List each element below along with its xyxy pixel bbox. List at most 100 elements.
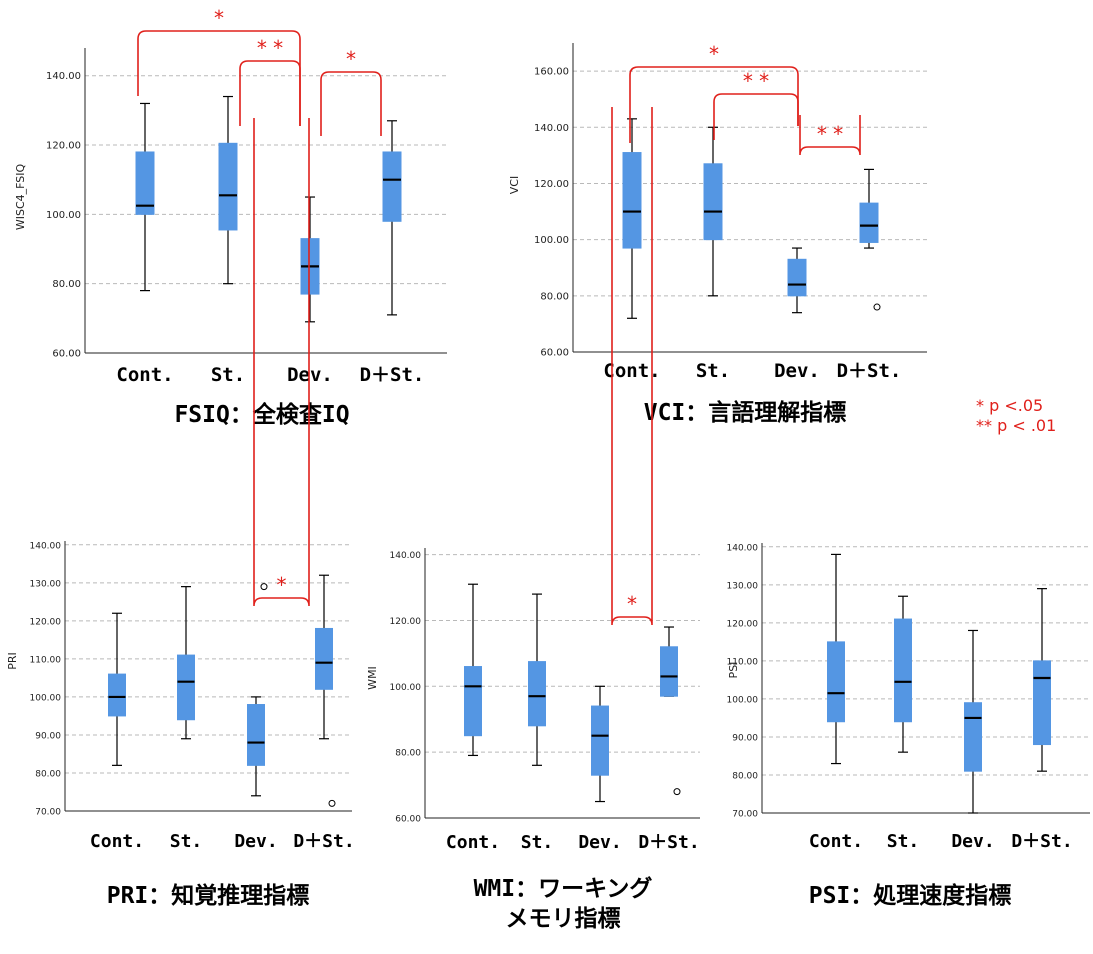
box-St. [529,594,546,765]
x-category-label: St. [887,831,920,852]
y-axis-label: WISC4_FSIQ [14,164,27,231]
chart-psi: 70.00 80.00 90.00 100.00 110.00 120.00 130.00 1… [727,543,1091,909]
x-category-label: Dev. [234,831,277,852]
x-category-label: Dev. [774,360,820,382]
box-Cont. [828,554,845,763]
y-tick-label: 140.00 [30,541,62,551]
box-iqr [623,153,641,249]
y-tick-label: 100.00 [727,695,759,705]
significance-label: * [709,42,719,66]
significance-bracket [254,118,309,606]
y-tick-label: 120.00 [46,141,81,152]
box-iqr [828,642,845,722]
y-tick-label: 90.00 [732,733,758,743]
box-D＋St. [860,169,880,310]
y-tick-label: 130.00 [30,579,62,589]
significance-legend: * p <.05 ** p < .01 [976,396,1056,436]
box-iqr [178,655,195,720]
x-category-label: St. [696,360,730,382]
box-iqr [248,705,265,766]
box-Cont. [623,119,641,318]
outlier-point [261,584,267,590]
significance-bracket [714,94,798,140]
box-St. [895,596,912,752]
chart-fsiq: 60.00 80.00 100.00 120.00 140.00 WISC4_FSIQ Co… [14,6,447,428]
box-D＋St. [1034,589,1051,772]
y-axis-label: PRI [6,652,19,670]
significance-label: * [627,592,637,616]
y-tick-label: 140.00 [46,71,81,82]
y-tick-label: 100.00 [30,693,62,703]
outlier-point [329,800,335,806]
outlier-point [674,789,680,795]
y-tick-label: 120.00 [727,619,759,629]
chart-title: FSIQ：全検査IQ [174,401,349,428]
box-iqr [965,703,982,771]
significance-bracket [321,72,381,136]
chart-title: メモリ指標 [506,906,621,932]
y-tick-label: 60.00 [395,815,421,825]
significance-label: * [214,6,224,30]
box-iqr [895,619,912,722]
legend-p01: ** p < .01 [976,416,1056,436]
y-tick-label: 110.00 [30,655,62,665]
y-tick-label: 80.00 [732,771,758,781]
box-iqr [592,706,609,775]
chart-title: PSI：処理速度指標 [809,882,1012,909]
significance-label: * [277,573,287,597]
box-iqr [529,662,546,726]
x-category-label: D＋St. [837,360,902,382]
box-Dev. [788,248,806,313]
box-iqr [109,674,126,716]
x-category-label: Cont. [446,832,500,853]
chart-wmi: 60.0080.00100.00120.00140.00WMICont. St. D… [366,107,700,932]
box-iqr [704,164,722,240]
y-axis-label: WMI [366,666,379,690]
y-tick-label: 70.00 [35,808,61,818]
y-tick-label: 80.00 [540,291,569,302]
y-tick-label: 90.00 [35,731,61,741]
x-category-label: D＋St. [360,364,425,386]
x-category-label: D＋St. [293,831,354,852]
significance-label: * * [257,36,283,60]
y-tick-label: 60.00 [540,348,569,359]
significance-label: * [346,47,356,71]
box-iqr [860,203,878,242]
box-iqr [788,259,806,296]
x-category-label: Dev. [287,364,333,386]
box-Dev. [592,686,609,801]
chart-pri: 70.00 80.00 90.00 100.00 110.00 120.00 130.00 1… [6,118,355,909]
y-tick-label: 80.00 [35,769,61,779]
x-category-label: St. [211,364,245,386]
box-iqr [316,628,333,689]
y-tick-label: 60.00 [52,349,81,360]
outlier-point [874,304,880,310]
y-axis-label: PSI [727,662,740,679]
box-St. [219,97,237,284]
box-Dev. [301,197,319,322]
x-category-label: Dev. [578,832,621,853]
box-iqr [383,152,401,221]
box-Cont. [136,103,154,290]
x-category-label: D＋St. [638,832,699,853]
y-tick-label: 140.00 [727,543,759,553]
box-D＋St. [316,575,336,806]
y-tick-label: 130.00 [727,581,759,591]
x-category-label: Cont. [90,831,144,852]
x-category-label: D＋St. [1011,831,1072,852]
chart-title: VCI：言語理解指標 [644,399,847,426]
box-St. [704,127,722,296]
chart-title: PRI：知覚推理指標 [107,882,310,909]
box-D＋St. [383,121,401,315]
significance-bracket [240,61,300,126]
chart-vci: 60.00 80.00 100.00 120.00 140.00 160.00 VCI Con… [508,42,927,426]
y-tick-label: 80.00 [52,279,81,290]
x-category-label: St. [170,831,203,852]
x-category-label: Dev. [951,831,994,852]
box-Cont. [465,584,482,755]
y-tick-label: 120.00 [390,617,422,627]
x-category-label: Cont. [809,831,863,852]
y-tick-label: 100.00 [46,210,81,221]
box-iqr [465,667,482,736]
x-category-label: St. [521,832,554,853]
